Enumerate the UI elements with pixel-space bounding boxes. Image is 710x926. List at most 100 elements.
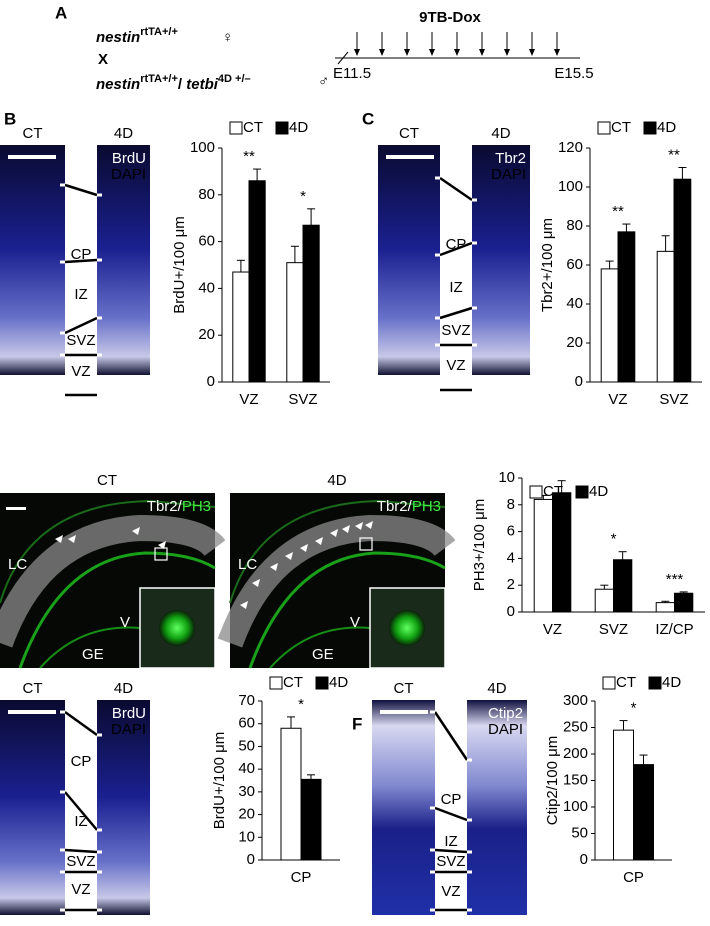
legend-label: CT [283, 674, 303, 691]
layer-label: VZ [441, 883, 460, 900]
micrograph [467, 700, 527, 915]
genotype-female: nestinrtTA+/+ [96, 26, 178, 46]
y-tick-label: 250 [563, 718, 588, 735]
bar [594, 588, 615, 613]
scale-bar [380, 710, 428, 714]
legend-swatch [229, 121, 243, 135]
layer-boundary [64, 183, 98, 197]
y-tick-label: 0 [580, 851, 588, 868]
y-tick-label: 100 [563, 798, 588, 815]
y-tick-label: 120 [558, 139, 583, 156]
arrowhead [270, 563, 278, 571]
gene: nestin [96, 76, 140, 93]
sex-symbol: ♀ [222, 29, 233, 46]
scale-bar [6, 507, 26, 510]
sex-symbol: ♂ [318, 73, 329, 90]
allele: 4D +/– [218, 73, 251, 85]
micrograph [372, 700, 435, 915]
region-label: V [350, 614, 360, 631]
arrowhead [55, 535, 63, 543]
y-tick-label: 100 [190, 139, 215, 156]
inset-cell [389, 610, 425, 646]
y-tick-label: 100 [558, 178, 583, 195]
region-label: GE [312, 646, 334, 663]
inset-box [154, 547, 168, 561]
y-tick-label: 0 [507, 603, 515, 620]
scale-bar [8, 155, 56, 159]
bar [286, 262, 304, 383]
stain-label: DAPI [111, 166, 146, 183]
panel-label: C [362, 109, 374, 128]
dose-arrowhead [429, 49, 435, 56]
x-tick-label: VZ [239, 391, 258, 408]
y-tick-label: 4 [507, 549, 515, 566]
bar [613, 559, 633, 613]
bar [302, 224, 320, 383]
legend-swatch [269, 676, 283, 690]
x-tick-label: SVZ [659, 391, 688, 408]
y-axis-label: BrdU+/100 μm [211, 732, 228, 829]
legend-label: 4D [289, 119, 308, 136]
layer-boundary [434, 806, 468, 822]
legend-swatch [597, 121, 611, 135]
legend-label: CT [611, 119, 631, 136]
stain-label: BrdU [112, 150, 146, 167]
arrowhead [330, 529, 338, 537]
y-tick-label: 70 [238, 692, 255, 709]
condition-label: CT [399, 125, 419, 142]
y-tick-label: 20 [566, 334, 583, 351]
separator: / [178, 76, 186, 93]
inset-box [359, 537, 373, 551]
bar [656, 250, 675, 383]
layer-label: CP [441, 791, 462, 808]
pial-surface [0, 499, 216, 604]
bar [674, 592, 694, 613]
stain: Tbr2/ [377, 498, 413, 515]
condition-label: 4D [491, 125, 510, 142]
micrograph [378, 145, 440, 375]
layer-label: CP [71, 753, 92, 770]
arrowhead [132, 527, 140, 535]
cross-symbol: X [98, 51, 108, 68]
stain-label: DAPI [491, 166, 526, 183]
arrowhead [240, 601, 248, 609]
legend-label: CT [616, 674, 636, 691]
micrograph [0, 145, 65, 375]
bar [600, 268, 619, 383]
y-tick-label: 60 [198, 233, 215, 250]
dose-arrowhead [454, 49, 460, 56]
layer-boundary [64, 710, 98, 737]
panel-label: B [4, 109, 16, 128]
legend-label: 4D [589, 483, 608, 500]
layer-boundary [64, 258, 98, 264]
y-tick-label: 6 [507, 523, 515, 540]
bar [232, 271, 250, 383]
layer-boundary [433, 711, 469, 761]
inset-cell [159, 610, 195, 646]
dose-arrowhead [554, 49, 560, 56]
vz-band [18, 551, 216, 669]
y-tick-label: 60 [566, 256, 583, 273]
bar [300, 778, 322, 861]
layer-label: IZ [449, 279, 462, 296]
significance: * [611, 531, 617, 548]
arrowhead [68, 535, 76, 543]
condition-label: 4D [114, 680, 133, 697]
condition-label: CT [394, 680, 414, 697]
bar [617, 231, 636, 383]
layer-label: IZ [74, 813, 87, 830]
bar [613, 729, 634, 861]
y-tick-label: 40 [198, 279, 215, 296]
timeline-title: 9TB-Dox [419, 9, 481, 26]
region-label: LC [8, 556, 27, 573]
x-tick-label: SVZ [288, 391, 317, 408]
layer-boundary [64, 316, 98, 335]
y-tick-label: 80 [198, 186, 215, 203]
y-tick-label: 80 [566, 217, 583, 234]
bar [673, 178, 692, 383]
bar [248, 180, 266, 383]
layer-boundary [64, 848, 98, 854]
layer-label: VZ [71, 881, 90, 898]
y-axis-label: Ctip2/100 μm [544, 736, 561, 826]
dose-arrowhead [504, 49, 510, 56]
